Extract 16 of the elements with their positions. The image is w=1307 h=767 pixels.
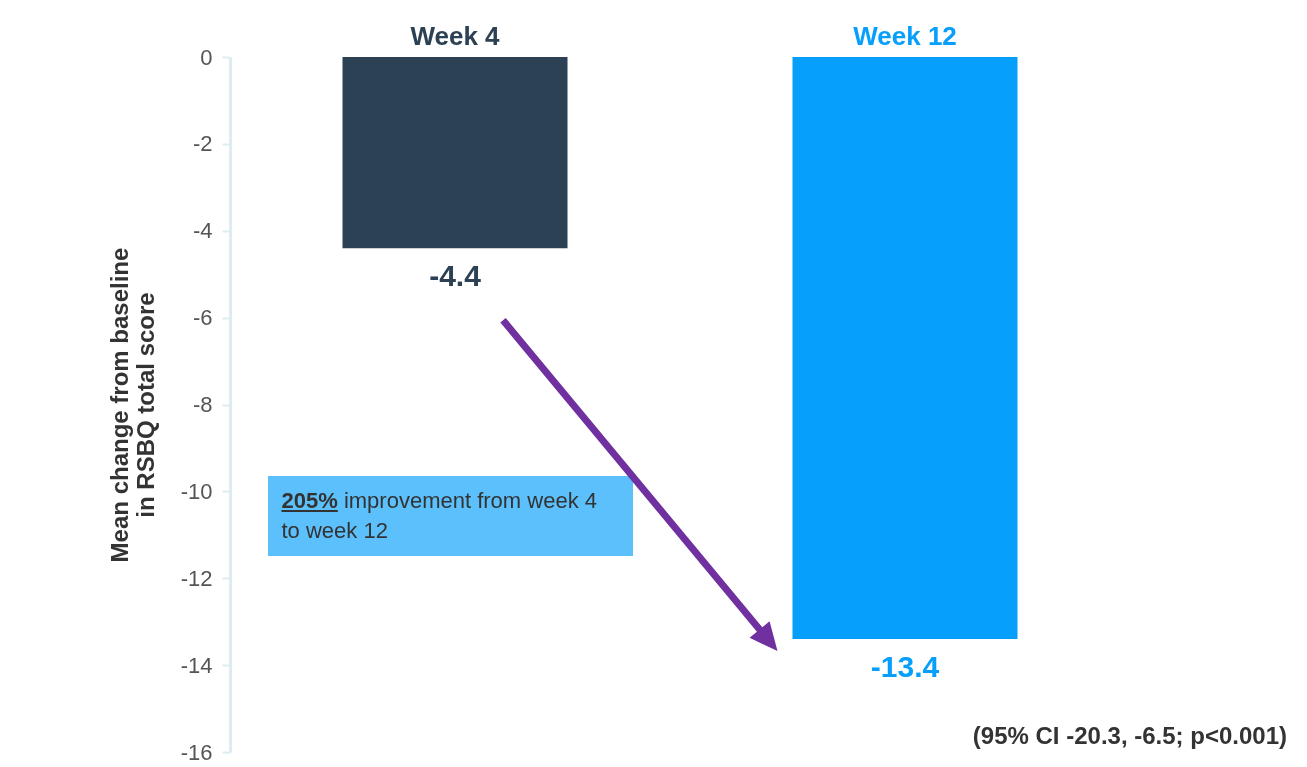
annotation: (95% CI -20.3, -6.5; p<0.001) [972, 721, 1287, 750]
y-tick-label: -4 [192, 218, 213, 244]
y-tick-label: -10 [180, 478, 213, 504]
data-label: -4.4 [429, 259, 482, 293]
y-axis-title: Mean change from baseline in RSBQ total score [105, 247, 159, 563]
data-label: -13.4 [870, 650, 940, 684]
annotation: 205% improvement from week 4 to week 12 [267, 476, 633, 557]
y-tick-label: -12 [180, 565, 213, 591]
y-tick-label: -8 [192, 392, 213, 417]
y-tick-label: -16 [180, 739, 213, 765]
y-tick-label: -6 [192, 305, 213, 331]
x-tick-label: Week 4 [410, 20, 501, 51]
x-tick-label: Week 12 [853, 20, 957, 51]
y-tick-label: -2 [192, 131, 213, 157]
y-tick-label: -14 [180, 652, 213, 678]
y-tick-label: 0 [200, 44, 213, 70]
